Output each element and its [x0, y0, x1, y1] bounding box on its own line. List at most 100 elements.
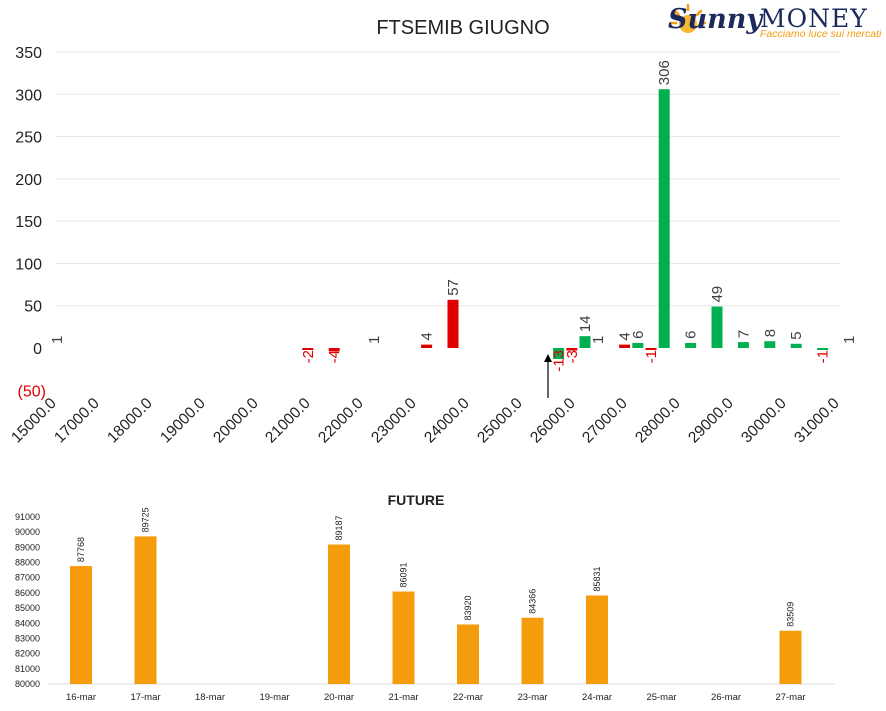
chart1-x-tick-label: 19000.0: [157, 395, 209, 447]
chart1-x-tick-label: 15000.0: [8, 395, 60, 447]
chart1-y-tick-label: 350: [15, 45, 42, 62]
chart1-x-tick-label: 17000.0: [51, 395, 103, 447]
chart1-data-label: 57: [445, 279, 462, 296]
chart1-x-tick-label: 18000.0: [104, 395, 156, 447]
chart2-x-tick-label: 20-mar: [324, 692, 354, 703]
chart1-gridlines: [55, 51, 840, 307]
chart1-data-label: -1: [643, 350, 660, 363]
chart2-title: FUTURE: [388, 492, 445, 508]
chart2-x-tick-label: 19-mar: [259, 692, 289, 703]
chart1-data-label: 49: [709, 286, 726, 303]
chart1-bar: [421, 344, 433, 348]
chart1-data-label: -3: [564, 350, 581, 363]
chart1-y-tick-label: 250: [15, 130, 42, 147]
chart1-bar: [553, 348, 565, 359]
chart2-x-tick-label: 27-mar: [775, 692, 805, 703]
chart1-bar: [790, 343, 802, 348]
chart1-x-tick-label: 31000.0: [791, 395, 843, 447]
logo-tagline: Facciamo luce sui mercati: [760, 28, 882, 40]
chart1-x-tick-label: 28000.0: [632, 395, 684, 447]
logo-script-text: Sunny: [668, 4, 763, 35]
chart2-y-tick-label: 84000: [15, 618, 40, 628]
chart2-bar: [70, 566, 92, 684]
chart1-bar: [579, 336, 591, 348]
chart2-y-tick-label: 86000: [15, 588, 40, 598]
chart1-bar: [619, 344, 631, 348]
chart1-data-label: 6: [630, 331, 647, 339]
chart2-y-tick-label: 87000: [15, 573, 40, 583]
chart1-data-label: 1: [366, 336, 383, 344]
sun-icon: [670, 3, 706, 33]
chart2-x-tick-label: 18-mar: [195, 692, 225, 703]
chart2-bar: [521, 617, 544, 684]
chart1-bars: [302, 89, 829, 359]
chart2-bar: [586, 595, 608, 684]
chart2-y-tick-label: 80000: [15, 679, 40, 689]
chart2-data-label: 85831: [592, 566, 602, 591]
chart1-bar: [658, 89, 670, 348]
chart1-data-label: -2: [300, 350, 317, 363]
chart2-data-label: 89725: [141, 507, 151, 532]
chart1-title: FTSEMIB GIUGNO: [376, 17, 549, 39]
chart1-x-tick-label: 27000.0: [579, 395, 631, 447]
chart2-y-tick-label: 81000: [15, 664, 40, 674]
chart1-x-tick-label: 20000.0: [210, 395, 262, 447]
chart2-x-tick-label: 16-mar: [66, 692, 96, 703]
chart1-arrow-head: [544, 354, 552, 362]
chart2-data-label: 86091: [399, 562, 409, 587]
chart2-data-label: 89187: [334, 515, 344, 540]
chart2-y-tick-label: 91000: [15, 512, 40, 522]
chart1-bar: [632, 342, 644, 348]
chart2-x-tick-label: 24-mar: [582, 692, 612, 703]
chart2-y-tick-label: 88000: [15, 558, 40, 568]
chart2-x-tick-label: 26-mar: [711, 692, 741, 703]
chart1-data-label: 4: [419, 332, 436, 340]
chart1-x-tick-label: 23000.0: [368, 395, 420, 447]
chart2-x-tick-label: 25-mar: [646, 692, 676, 703]
chart1-bar: [817, 348, 829, 350]
chart1-data-label: 1: [841, 336, 858, 344]
chart1-y-axis: 350 300 250 200 150 100 50 0 (50): [15, 45, 46, 400]
chart1-data-label: 7: [735, 330, 752, 338]
chart1-x-tick-label: 30000.0: [738, 395, 790, 447]
chart1-data-label: 4: [617, 332, 634, 340]
chart1-bar: [711, 306, 723, 348]
chart1-bar: [447, 299, 459, 348]
chart2-bar: [779, 630, 802, 684]
chart1-x-tick-label: 25000.0: [474, 395, 526, 447]
chart2-data-label: 87768: [76, 537, 86, 562]
logo-brand-text: MONEY: [760, 4, 868, 33]
chart1-data-label: -4: [326, 350, 343, 363]
chart2-y-tick-label: 90000: [15, 527, 40, 537]
chart1-bar: [566, 348, 578, 351]
chart1-bar: [764, 341, 776, 348]
chart2-x-tick-label: 23-mar: [517, 692, 547, 703]
chart1-bar: [645, 348, 657, 350]
chart1-y-tick-label-negative: (50): [18, 383, 46, 400]
chart1-data-label: 14: [577, 315, 594, 332]
chart1-annotation-arrow: [544, 354, 552, 398]
chart2-x-tick-label: 21-mar: [388, 692, 418, 703]
chart1-y-tick-label: 50: [24, 299, 42, 316]
chart2-data-label: 83509: [786, 602, 796, 627]
sunny-money-logo: Sunny MONEY Facciamo luce sui mercati: [668, 2, 882, 42]
chart2-bars: [70, 536, 802, 684]
chart1-data-label: 1: [49, 336, 66, 344]
chart1-x-tick-label: 22000.0: [315, 395, 367, 447]
chart1-x-tick-label: 24000.0: [421, 395, 473, 447]
chart1-x-tick-label: 21000.0: [262, 395, 314, 447]
chart1-y-tick-label: 0: [33, 341, 42, 358]
chart1-data-label: 8: [762, 329, 779, 337]
chart2-y-tick-label: 83000: [15, 633, 40, 643]
chart2-bar: [134, 536, 157, 684]
chart1-data-label: 6: [683, 331, 700, 339]
chart1-y-tick-label: 100: [15, 256, 42, 273]
chart1-bar: [737, 342, 749, 348]
chart1-y-tick-label: 200: [15, 172, 42, 189]
chart1-x-tick-label: 26000.0: [527, 395, 579, 447]
chart2-data-labels: 87768 89725 89187 86091 83920 84366 85831 83509: [76, 507, 796, 626]
chart2-bar: [328, 544, 350, 684]
